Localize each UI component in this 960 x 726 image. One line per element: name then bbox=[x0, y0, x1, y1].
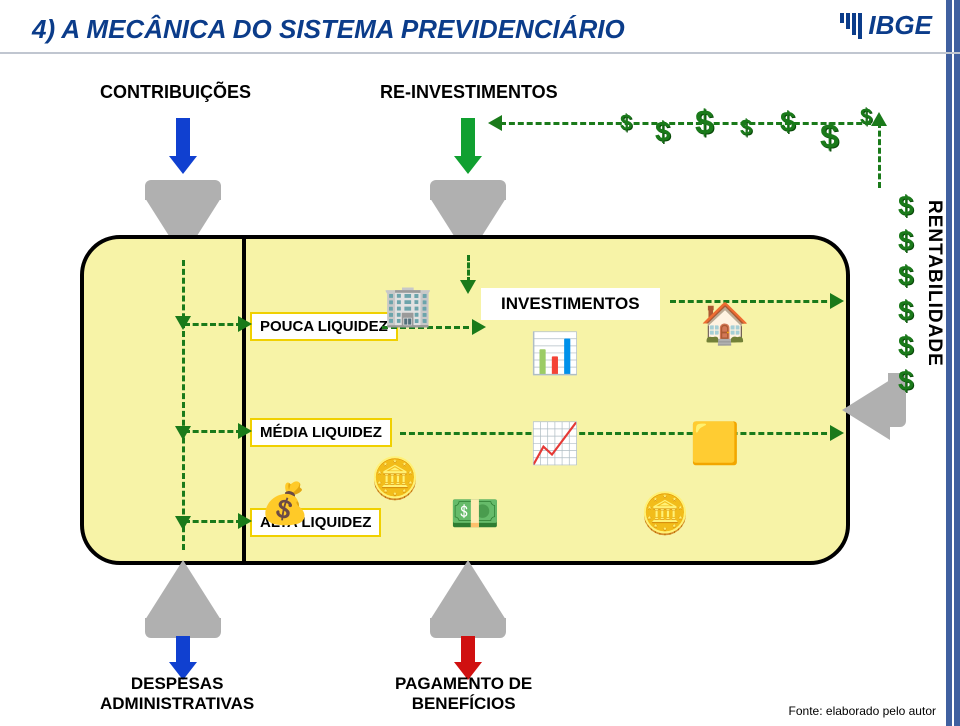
dash-row-media bbox=[400, 432, 836, 435]
dash-top-t bbox=[488, 115, 502, 131]
dollar-icon: $ bbox=[898, 295, 914, 327]
coins2-icon: 🪙 bbox=[640, 490, 690, 537]
dash-tri-2 bbox=[175, 426, 191, 440]
dollar-icon: $ bbox=[740, 115, 752, 141]
box-pouca-liquidez: POUCA LIQUIDEZ bbox=[250, 312, 398, 341]
ibge-logo: IBGE bbox=[840, 10, 932, 41]
dash-out-1 bbox=[670, 300, 836, 303]
dash-tr-3 bbox=[238, 513, 252, 529]
label-contribuicoes: CONTRIBUIÇÕES bbox=[100, 82, 251, 103]
house-icon: 🏠 bbox=[700, 300, 750, 347]
dash-top bbox=[500, 122, 880, 125]
dash-tr-1 bbox=[238, 316, 252, 332]
funnel-out-left bbox=[145, 560, 221, 620]
dash-reinv-t bbox=[460, 280, 476, 294]
dash-tri-3 bbox=[175, 516, 191, 530]
dollar-icon: $ bbox=[898, 365, 914, 397]
chart-icon: 📈 bbox=[530, 420, 580, 467]
header-underline bbox=[0, 52, 960, 54]
dollar-icon: $ bbox=[898, 330, 914, 362]
dash-b-3 bbox=[184, 520, 242, 523]
dash-out-1t bbox=[830, 293, 844, 309]
moneybag-icon: 💰 bbox=[260, 480, 310, 527]
box-investimentos: INVESTIMENTOS bbox=[481, 288, 660, 320]
dollar-icon: $ bbox=[898, 225, 914, 257]
dash-tr-inv bbox=[472, 319, 486, 335]
gold-icon: 🟨 bbox=[690, 420, 740, 467]
arrow-despesas bbox=[176, 636, 190, 664]
label-rentabilidade: RENTABILIDADE bbox=[923, 200, 945, 367]
dollar-icon: $ bbox=[898, 190, 914, 222]
dollar-icon: $ bbox=[655, 116, 671, 148]
dash-top-v bbox=[878, 122, 881, 188]
dash-reinv bbox=[467, 255, 470, 283]
dash-tr-2 bbox=[238, 423, 252, 439]
coins-icon: 🪙 bbox=[370, 455, 420, 502]
funnel-out-right bbox=[430, 560, 506, 620]
right-border bbox=[954, 0, 960, 726]
label-despesas: DESPESAS ADMINISTRATIVAS bbox=[100, 674, 254, 714]
funnel-side bbox=[842, 380, 890, 440]
logo-text: IBGE bbox=[868, 10, 932, 41]
box-media-liquidez: MÉDIA LIQUIDEZ bbox=[250, 418, 392, 447]
arrow-reinvestimentos bbox=[461, 118, 475, 158]
cash-icon: 💵 bbox=[450, 490, 500, 537]
dollar-icon: $ bbox=[898, 260, 914, 292]
dash-b-2 bbox=[184, 430, 242, 433]
footer-source: Fonte: elaborado pelo autor bbox=[789, 704, 936, 718]
building-icon: 🏢 bbox=[383, 282, 433, 329]
label-pagamento: PAGAMENTO DE BENEFÍCIOS bbox=[395, 674, 532, 714]
dash-b-1 bbox=[184, 323, 242, 326]
page-title: 4) A MECÂNICA DO SISTEMA PREVIDENCIÁRIO bbox=[32, 14, 625, 45]
logo-bars-icon bbox=[840, 13, 862, 39]
arrow-pagamento bbox=[461, 636, 475, 664]
label-reinvestimentos: RE-INVESTIMENTOS bbox=[380, 82, 558, 103]
pie-icon: 📊 bbox=[530, 330, 580, 377]
dash-top-u bbox=[871, 112, 887, 126]
dash-v-left bbox=[182, 260, 185, 550]
arrow-contribuicoes bbox=[176, 118, 190, 158]
